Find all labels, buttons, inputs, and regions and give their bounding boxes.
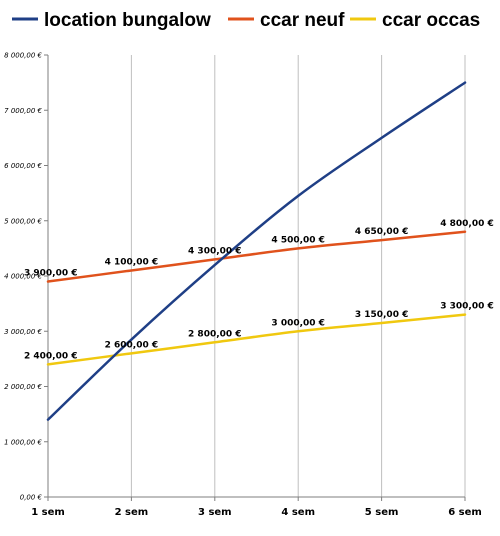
legend-label: ccar occas: [382, 10, 480, 31]
series-line-2: [46, 230, 467, 283]
x-tick-label: 2 sem: [115, 507, 149, 518]
y-tick-label: 3 000,00 €: [4, 328, 42, 336]
grid: [47, 55, 466, 497]
legend: location bungalow ccar neuf ccar occas: [12, 10, 480, 31]
x-tick-label: 3 sem: [198, 507, 232, 518]
data-label: 3 900,00 €: [24, 269, 78, 279]
legend-label: location bungalow: [44, 10, 211, 31]
legend-label: ccar neuf: [260, 10, 345, 31]
data-label: 3 300,00 €: [440, 302, 494, 312]
x-tick-label: 6 sem: [448, 507, 482, 518]
y-tick-label: 8 000,00 €: [4, 52, 42, 60]
y-tick-label: 6 000,00 €: [4, 162, 42, 170]
data-label: 4 500,00 €: [271, 235, 325, 245]
data-label: 4 100,00 €: [105, 257, 159, 267]
y-tick-label: 1 000,00 €: [4, 438, 42, 446]
data-labels: 3 900,00 € 4 100,00 € 4 300,00 € 4 500,00 €…: [24, 219, 494, 362]
data-label: 2 400,00 €: [24, 351, 78, 361]
series-line-3: [46, 313, 467, 366]
y-tick-label: 7 000,00 €: [4, 107, 42, 115]
y-tick-label: 0,00 €: [20, 494, 43, 502]
y-axis-tick-labels: 0,00 € 1 000,00 € 2 000,00 € 3 000,00 € 4 00…: [4, 52, 42, 502]
series-lines: [46, 81, 467, 421]
y-tick-label: 2 000,00 €: [4, 383, 42, 391]
data-label: 2 800,00 €: [188, 329, 242, 339]
series-line-1: [46, 81, 467, 421]
x-tick-label: 5 sem: [365, 507, 399, 518]
data-label: 3 000,00 €: [271, 318, 325, 328]
x-tick-label: 4 sem: [281, 507, 315, 518]
y-tick-label: 4 000,00 €: [4, 273, 42, 281]
data-label: 4 300,00 €: [188, 246, 242, 256]
data-label: 3 150,00 €: [355, 310, 409, 320]
y-tick-label: 5 000,00 €: [4, 217, 42, 225]
data-label: 2 600,00 €: [105, 340, 159, 350]
axes: [44, 54, 466, 501]
data-label: 4 800,00 €: [440, 219, 494, 229]
x-tick-label: 1 sem: [31, 507, 65, 518]
data-label: 4 650,00 €: [355, 227, 409, 237]
x-axis-tick-labels: 1 sem 2 sem 3 sem 4 sem 5 sem 6 sem: [31, 507, 482, 518]
